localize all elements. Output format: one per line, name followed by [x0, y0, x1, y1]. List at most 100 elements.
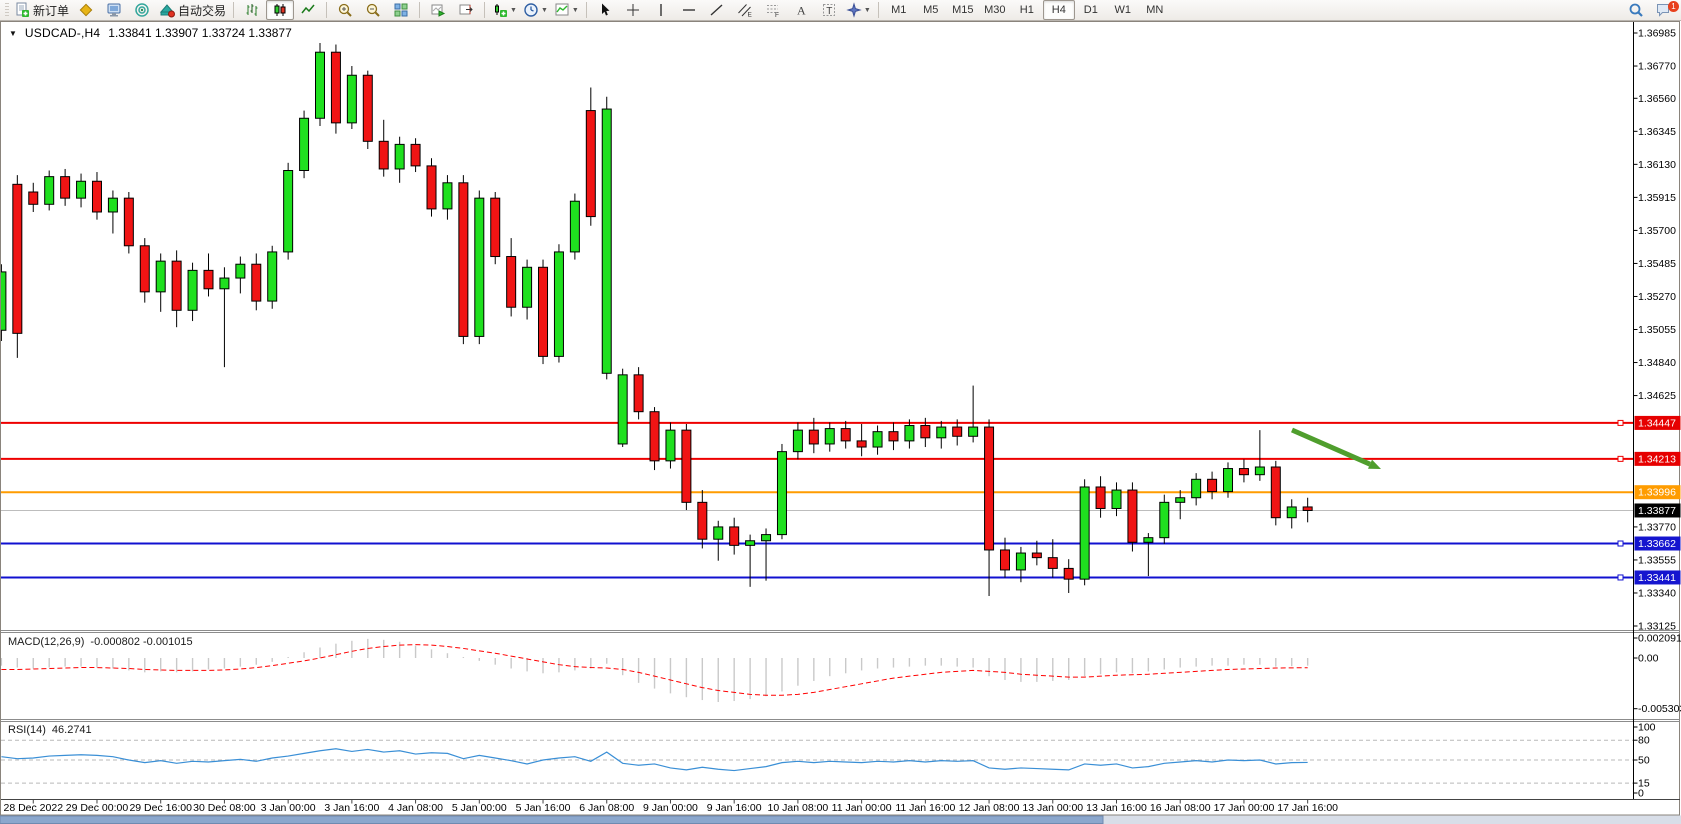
trendline-button[interactable] — [703, 0, 731, 20]
fibo-icon: F — [765, 2, 781, 18]
dropdown-arrow-icon: ▼ — [571, 6, 579, 14]
svg-text:1.35915: 1.35915 — [1638, 192, 1676, 204]
toolbar-separator — [585, 2, 587, 18]
price-label-1.34213: 1.34213 — [1634, 451, 1681, 466]
search-button[interactable] — [1622, 0, 1650, 20]
crosshair-button[interactable] — [619, 0, 647, 20]
rsi-levels — [1, 739, 1633, 784]
candle — [1111, 482, 1122, 517]
text-label-button[interactable]: T — [815, 0, 843, 20]
hline-1.33441[interactable] — [1, 574, 1633, 581]
equidistant-channel-button[interactable]: E — [731, 0, 759, 20]
candle — [665, 422, 676, 469]
fibonacci-button[interactable]: F — [759, 0, 787, 20]
bar-chart-button[interactable] — [238, 0, 266, 20]
tline-icon — [709, 2, 725, 18]
chart-shift-button[interactable] — [452, 0, 480, 20]
candle — [394, 136, 405, 183]
main-toolbar: 新订单 自动交易 ▼ ▼ ▼ E F A T ▼ M1 M5 M15 M30 H1 H4 D1 W1 MN 1 — [0, 0, 1681, 21]
svg-text:1.36770: 1.36770 — [1638, 61, 1676, 73]
timeframe-h1-button[interactable]: H1 — [1019, 4, 1034, 16]
line-chart-button[interactable] — [294, 0, 322, 20]
timeframe-d1-button[interactable]: D1 — [1083, 4, 1098, 16]
timeframe-m15-button[interactable]: M15 — [952, 4, 974, 16]
chart-profile-button[interactable] — [72, 0, 100, 20]
svg-text:9 Jan 16:00: 9 Jan 16:00 — [707, 802, 762, 814]
new-chart-button[interactable]: ▼ — [489, 0, 520, 20]
timeframe-m1-button[interactable]: M1 — [891, 4, 907, 16]
shift-icon — [458, 2, 474, 18]
candle — [1286, 499, 1297, 529]
candle — [91, 172, 102, 220]
zoom-in-icon — [337, 2, 353, 18]
candle — [1223, 462, 1234, 498]
svg-text:1.35485: 1.35485 — [1638, 258, 1676, 270]
svg-text:13 Jan 16:00: 13 Jan 16:00 — [1086, 802, 1147, 814]
dropdown-arrow-icon: ▼ — [510, 6, 517, 14]
toolbar-grip[interactable] — [5, 3, 9, 17]
arrow-annotation[interactable] — [1290, 427, 1381, 469]
notifications-button[interactable]: 1 — [1650, 0, 1679, 20]
arrows-button[interactable]: ▼ — [843, 0, 874, 20]
candle — [474, 190, 485, 345]
candlestick-chart-button[interactable] — [266, 0, 295, 20]
cursor-button[interactable] — [591, 0, 619, 20]
zoom-out-button[interactable] — [359, 0, 387, 20]
svg-text:1.36560: 1.36560 — [1638, 93, 1676, 105]
candle — [362, 70, 373, 149]
autotrading-button[interactable]: 自动交易 — [156, 0, 229, 20]
auto-scroll-button[interactable] — [424, 0, 452, 20]
svg-text:1.35700: 1.35700 — [1638, 225, 1676, 237]
svg-text:1.34840: 1.34840 — [1638, 357, 1676, 369]
timeframe-m5-button[interactable]: M5 — [923, 4, 939, 16]
profiles-button[interactable]: ▼ — [520, 0, 551, 20]
templates-button[interactable]: ▼ — [551, 0, 582, 20]
svg-text:3 Jan 16:00: 3 Jan 16:00 — [324, 802, 379, 814]
tile-windows-button[interactable] — [387, 0, 415, 20]
hline-1.34447[interactable] — [1, 419, 1633, 426]
horizontal-line-button[interactable] — [675, 0, 703, 20]
candle — [872, 425, 883, 455]
candle — [107, 190, 118, 234]
timeframe-w1-button[interactable]: W1 — [1114, 4, 1132, 16]
timeframe-m30-button[interactable]: M30 — [984, 4, 1006, 16]
time-axis: 28 Dec 2022 29 Dec 00:00 29 Dec 16:00 30 De… — [1, 799, 1680, 814]
svg-text:1.35055: 1.35055 — [1638, 324, 1676, 336]
chart-symbol-period: USDCAD-,H4 — [24, 26, 101, 40]
candle — [697, 490, 708, 549]
candle — [681, 423, 692, 511]
candle — [44, 170, 55, 211]
svg-text:17 Jan 16:00: 17 Jan 16:00 — [1277, 802, 1338, 814]
zoom-in-button[interactable] — [331, 0, 359, 20]
candle — [426, 158, 437, 217]
cross-icon — [625, 2, 641, 18]
timeframe-h4-button[interactable]: H4 — [1042, 0, 1075, 20]
svg-text:16 Jan 08:00: 16 Jan 08:00 — [1150, 802, 1211, 814]
scrollbar-thumb[interactable] — [0, 815, 1104, 824]
candle — [1079, 479, 1090, 586]
svg-text:1.33662: 1.33662 — [1638, 538, 1676, 550]
hline-1.33662[interactable] — [1, 540, 1633, 547]
svg-text:1.36985: 1.36985 — [1638, 28, 1676, 40]
candle — [28, 182, 39, 212]
candle — [315, 42, 325, 126]
price-axis: 1.36985 1.36770 1.36560 1.36345 1.36130 1.359… — [1633, 22, 1681, 800]
candle — [617, 368, 628, 448]
svg-text:28 Dec 2022: 28 Dec 2022 — [3, 802, 63, 814]
pane-separator[interactable] — [1, 630, 1680, 722]
rsi-line — [1, 748, 1308, 772]
timeframe-mn-button[interactable]: MN — [1146, 4, 1164, 16]
svg-text:3 Jan 00:00: 3 Jan 00:00 — [261, 802, 316, 814]
window-menu-icon[interactable]: ▼ — [9, 28, 17, 38]
new-order-button[interactable]: 新订单 — [11, 0, 72, 20]
vertical-line-button[interactable] — [647, 0, 675, 20]
hline-icon — [681, 2, 697, 18]
signals-button[interactable] — [128, 0, 156, 20]
clock-icon — [523, 2, 539, 18]
candle — [904, 419, 915, 449]
data-window-button[interactable] — [100, 0, 128, 20]
candle — [506, 238, 517, 317]
doc-plus-icon — [14, 2, 30, 18]
text-button[interactable]: A — [787, 0, 815, 20]
